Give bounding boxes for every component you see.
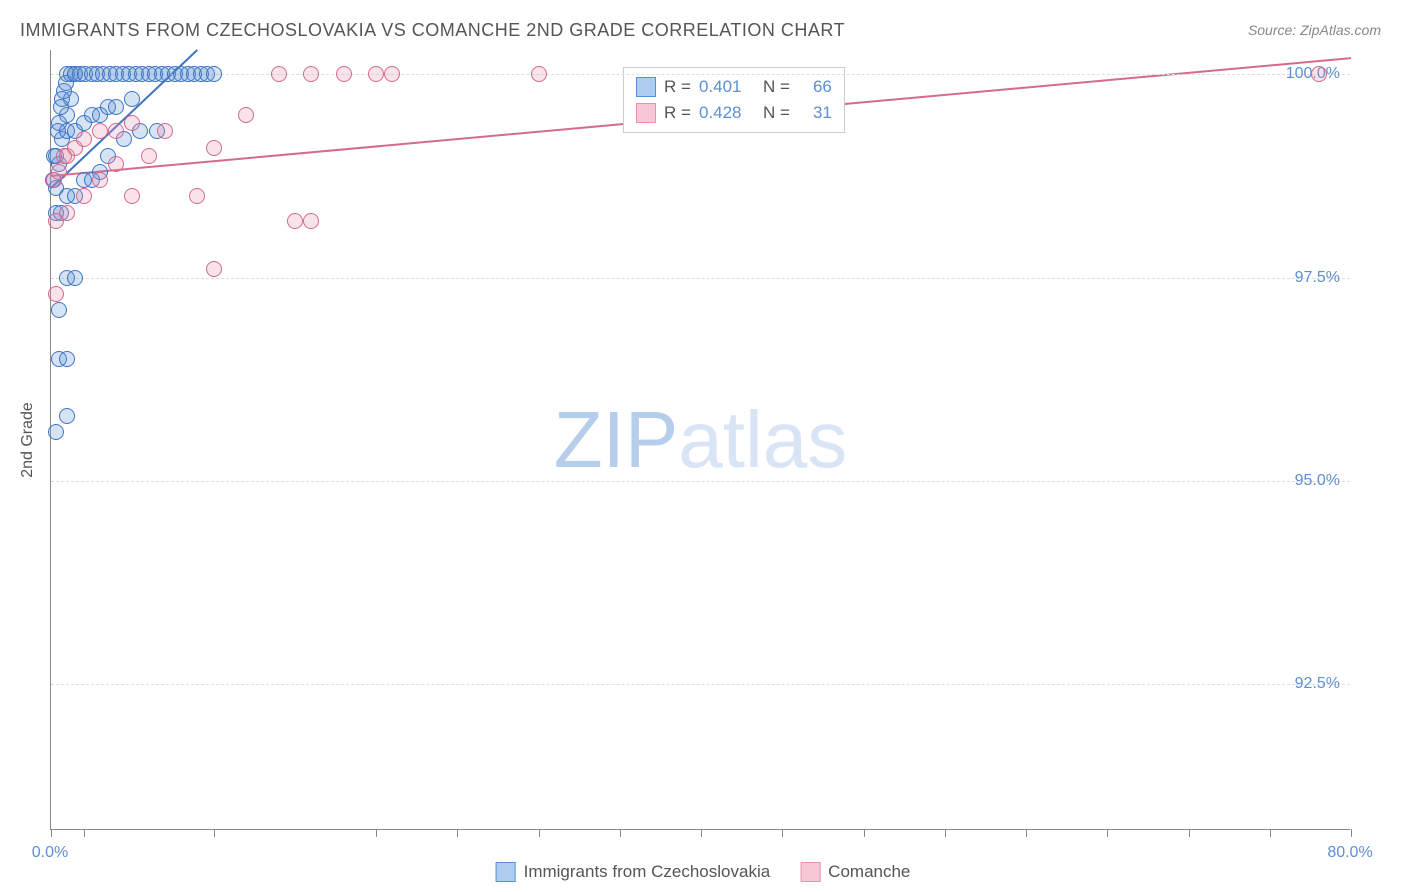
x-tick: [214, 829, 215, 837]
x-tick: [945, 829, 946, 837]
x-tick: [1189, 829, 1190, 837]
x-tick: [457, 829, 458, 837]
scatter-point: [92, 172, 108, 188]
y-tick-label: 95.0%: [1295, 472, 1340, 490]
y-tick-label: 97.5%: [1295, 269, 1340, 287]
scatter-point: [531, 66, 547, 82]
r-value: 0.401: [699, 74, 755, 100]
scatter-point: [59, 205, 75, 221]
watermark-atlas: atlas: [678, 395, 847, 484]
r-label: R =: [664, 74, 691, 100]
gridline: [51, 74, 1350, 75]
gridline: [51, 481, 1350, 482]
scatter-point: [384, 66, 400, 82]
x-tick: [1107, 829, 1108, 837]
x-tick: [701, 829, 702, 837]
x-tick: [376, 829, 377, 837]
scatter-point: [206, 66, 222, 82]
chart-title: IMMIGRANTS FROM CZECHOSLOVAKIA VS COMANC…: [20, 20, 845, 41]
scatter-point: [67, 270, 83, 286]
legend-item: Immigrants from Czechoslovakia: [496, 862, 771, 882]
scatter-point: [76, 131, 92, 147]
scatter-point: [271, 66, 287, 82]
scatter-point: [303, 213, 319, 229]
scatter-point: [336, 66, 352, 82]
scatter-point: [206, 140, 222, 156]
source-link[interactable]: ZipAtlas.com: [1300, 22, 1381, 38]
scatter-point: [108, 156, 124, 172]
legend-stats-row: R = 0.401 N = 66: [636, 74, 832, 100]
scatter-point: [303, 66, 319, 82]
x-tick: [782, 829, 783, 837]
scatter-point: [51, 164, 67, 180]
legend-label: Immigrants from Czechoslovakia: [524, 862, 771, 882]
scatter-point: [59, 351, 75, 367]
scatter-point: [48, 286, 64, 302]
y-axis-label: 2nd Grade: [19, 402, 37, 478]
legend-stats-box: R = 0.401 N = 66 R = 0.428 N = 31: [623, 67, 845, 133]
scatter-point: [92, 123, 108, 139]
gridline: [51, 684, 1350, 685]
r-label: R =: [664, 100, 691, 126]
x-tick: [1026, 829, 1027, 837]
scatter-point: [76, 188, 92, 204]
n-value: 66: [798, 74, 832, 100]
trend-lines: [51, 50, 1350, 829]
scatter-point: [238, 107, 254, 123]
scatter-point: [54, 91, 70, 107]
watermark: ZIPatlas: [554, 394, 847, 486]
scatter-point: [287, 213, 303, 229]
y-tick-label: 92.5%: [1295, 675, 1340, 693]
scatter-point: [124, 115, 140, 131]
n-label: N =: [763, 74, 790, 100]
legend-swatch: [800, 862, 820, 882]
n-label: N =: [763, 100, 790, 126]
scatter-point: [59, 408, 75, 424]
x-tick: [84, 829, 85, 837]
scatter-point: [141, 148, 157, 164]
scatter-point: [189, 188, 205, 204]
legend-swatch: [636, 103, 656, 123]
scatter-point: [206, 261, 222, 277]
x-tick: [864, 829, 865, 837]
legend-stats-row: R = 0.428 N = 31: [636, 100, 832, 126]
gridline: [51, 278, 1350, 279]
scatter-point: [368, 66, 384, 82]
legend-item: Comanche: [800, 862, 910, 882]
legend-bottom: Immigrants from Czechoslovakia Comanche: [496, 862, 911, 882]
legend-swatch: [496, 862, 516, 882]
x-tick: [51, 829, 52, 837]
scatter-point: [124, 188, 140, 204]
x-tick: [620, 829, 621, 837]
plot-area: ZIPatlas R = 0.401 N = 66 R = 0.428 N = 31 92.5…: [50, 50, 1350, 830]
x-tick-label: 80.0%: [1327, 844, 1372, 862]
watermark-zip: ZIP: [554, 395, 678, 484]
scatter-point: [108, 99, 124, 115]
scatter-point: [124, 91, 140, 107]
scatter-point: [108, 123, 124, 139]
r-value: 0.428: [699, 100, 755, 126]
x-tick: [539, 829, 540, 837]
legend-label: Comanche: [828, 862, 910, 882]
scatter-point: [1311, 66, 1327, 82]
chart-source: Source: ZipAtlas.com: [1248, 22, 1381, 38]
legend-swatch: [636, 77, 656, 97]
scatter-point: [51, 302, 67, 318]
scatter-point: [48, 424, 64, 440]
x-tick: [1270, 829, 1271, 837]
correlation-chart: IMMIGRANTS FROM CZECHOSLOVAKIA VS COMANC…: [0, 0, 1406, 892]
n-value: 31: [798, 100, 832, 126]
source-prefix: Source:: [1248, 22, 1300, 38]
scatter-point: [157, 123, 173, 139]
x-tick-label: 0.0%: [32, 844, 68, 862]
x-tick: [1351, 829, 1352, 837]
